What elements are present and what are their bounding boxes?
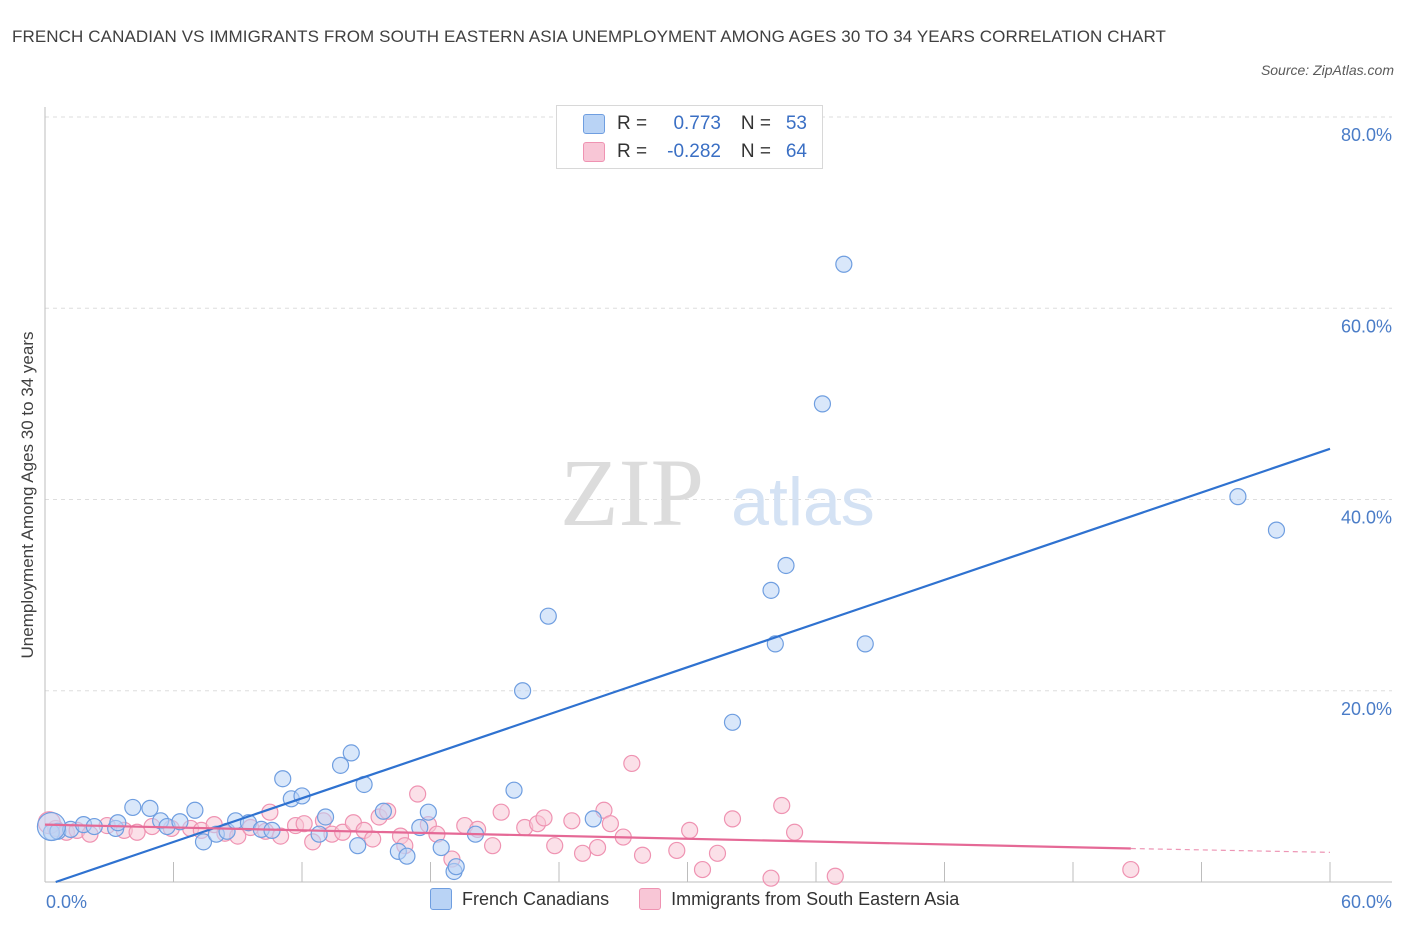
n-value: 53 (785, 113, 807, 134)
n-value: 64 (785, 141, 807, 162)
legend-row-french-canadians: R = 0.773 N = 53 (583, 111, 807, 137)
legend-item-immigrants: Immigrants from South Eastern Asia (639, 888, 959, 910)
immigrants-point (588, 838, 607, 857)
n-label: N = (740, 113, 771, 134)
r-value: -0.282 (667, 141, 721, 162)
r-value: 0.773 (673, 113, 721, 134)
french-canadian-point (349, 837, 367, 855)
r-label: R = (617, 141, 648, 162)
immigrants-point (484, 837, 502, 855)
french-canadian-point (723, 713, 742, 731)
y-tick-label: 60.0% (1341, 316, 1392, 336)
blue-swatch (583, 114, 605, 134)
french-canadian-point (342, 744, 360, 762)
french-canadian-point (584, 810, 602, 828)
french-canadian-cluster-point (36, 811, 67, 842)
french-canadian-point (762, 581, 780, 599)
immigrants-point (826, 867, 844, 885)
grid-layer (45, 116, 1392, 882)
watermark-atlas: atlas (731, 464, 875, 540)
french-canadian-point (856, 635, 874, 653)
immigrants-point (668, 841, 686, 860)
french-canadian-point (194, 833, 213, 851)
immigrants-point (633, 846, 652, 864)
french-canadian-point (411, 818, 429, 837)
y-axis-label: Unemployment Among Ages 30 to 34 years (18, 332, 37, 659)
y-tick-label: 40.0% (1341, 508, 1392, 528)
immigrants-point (563, 812, 581, 830)
french-canadian-point (316, 808, 335, 826)
immigrants-point (601, 815, 620, 833)
french-canadian-point (274, 770, 292, 788)
watermark-zip: ZIP (560, 439, 704, 546)
trend-lines (44, 447, 1331, 884)
immigrants-point (295, 815, 313, 833)
immigrants-point (409, 785, 427, 803)
french-canadian-point (141, 799, 159, 817)
y-tick-label: 20.0% (1341, 699, 1392, 719)
french-canadian-point (398, 847, 416, 865)
french-canadian-point (1267, 521, 1286, 539)
immigrants-point (723, 810, 742, 828)
r-label: R = (617, 113, 648, 134)
immigrants-point (708, 844, 727, 862)
immigrants-point (693, 860, 712, 879)
immigrants-point (546, 837, 564, 855)
axis-layer (44, 107, 1392, 883)
legend-row-immigrants: R = -0.282 N = 64 (583, 139, 807, 165)
french-canadian-point (539, 607, 557, 625)
immigrants-point (535, 809, 553, 827)
legend-label: Immigrants from South Eastern Asia (671, 888, 960, 909)
immigrants-point (681, 821, 699, 839)
french-canadian-point (447, 858, 465, 876)
x-tick-label: 60.0% (1341, 892, 1392, 912)
x-tick-label: 0.0% (46, 892, 87, 912)
correlation-legend: R = 0.773 N = 53 R = -0.282 N = 64 (556, 105, 823, 169)
french-canadian-point (186, 801, 204, 819)
immigrants-point (128, 823, 146, 841)
immigrants-trend-extension (1130, 847, 1331, 853)
immigrants-point (762, 869, 780, 887)
pink-swatch (583, 142, 605, 162)
french-canadian-point (171, 813, 189, 831)
immigrants-point (573, 844, 592, 862)
chart-title: FRENCH CANADIAN VS IMMIGRANTS FROM SOUTH… (12, 27, 1166, 46)
french-canadian-point (109, 814, 127, 832)
x-tick-labels: 0.0% 60.0% (46, 892, 1392, 912)
n-label: N = (740, 141, 771, 162)
y-tick-label: 80.0% (1341, 125, 1392, 145)
immigrants-point (492, 803, 510, 821)
immigrants-point (364, 830, 382, 848)
legend-item-french-canadians: French Canadians (430, 888, 609, 910)
french-canadian-point (505, 781, 523, 799)
french-canadian-point (432, 838, 450, 857)
french-canadian-point (813, 395, 832, 413)
legend-label: French Canadians (462, 888, 610, 909)
french-canadian-points (36, 255, 1286, 881)
french-canadian-point (374, 802, 392, 820)
french-canadian-point (419, 803, 437, 821)
immigrants-point (1122, 860, 1140, 879)
french-canadian-point (513, 682, 532, 700)
french-canadian-point (1229, 488, 1247, 506)
french-canadian-point (777, 556, 795, 575)
immigrants-point (623, 754, 641, 773)
y-tick-labels: 20.0% 40.0% 60.0% 80.0% (1341, 125, 1392, 719)
french-canadian-point (310, 825, 328, 843)
french-canadian-point (835, 255, 853, 273)
blue-swatch (430, 888, 452, 910)
immigrants-point (773, 796, 791, 815)
watermark: ZIP atlas (560, 439, 875, 546)
french-canadian-point (331, 756, 350, 774)
immigrants-point (785, 823, 804, 841)
french-canadian-trend-line (55, 447, 1331, 884)
immigrants-trend-line (44, 823, 1131, 850)
source-label: Source: ZipAtlas.com (1260, 62, 1394, 78)
french-canadian-point (124, 798, 142, 817)
pink-swatch (639, 888, 662, 910)
series-legend: French Canadians Immigrants from South E… (430, 888, 989, 910)
